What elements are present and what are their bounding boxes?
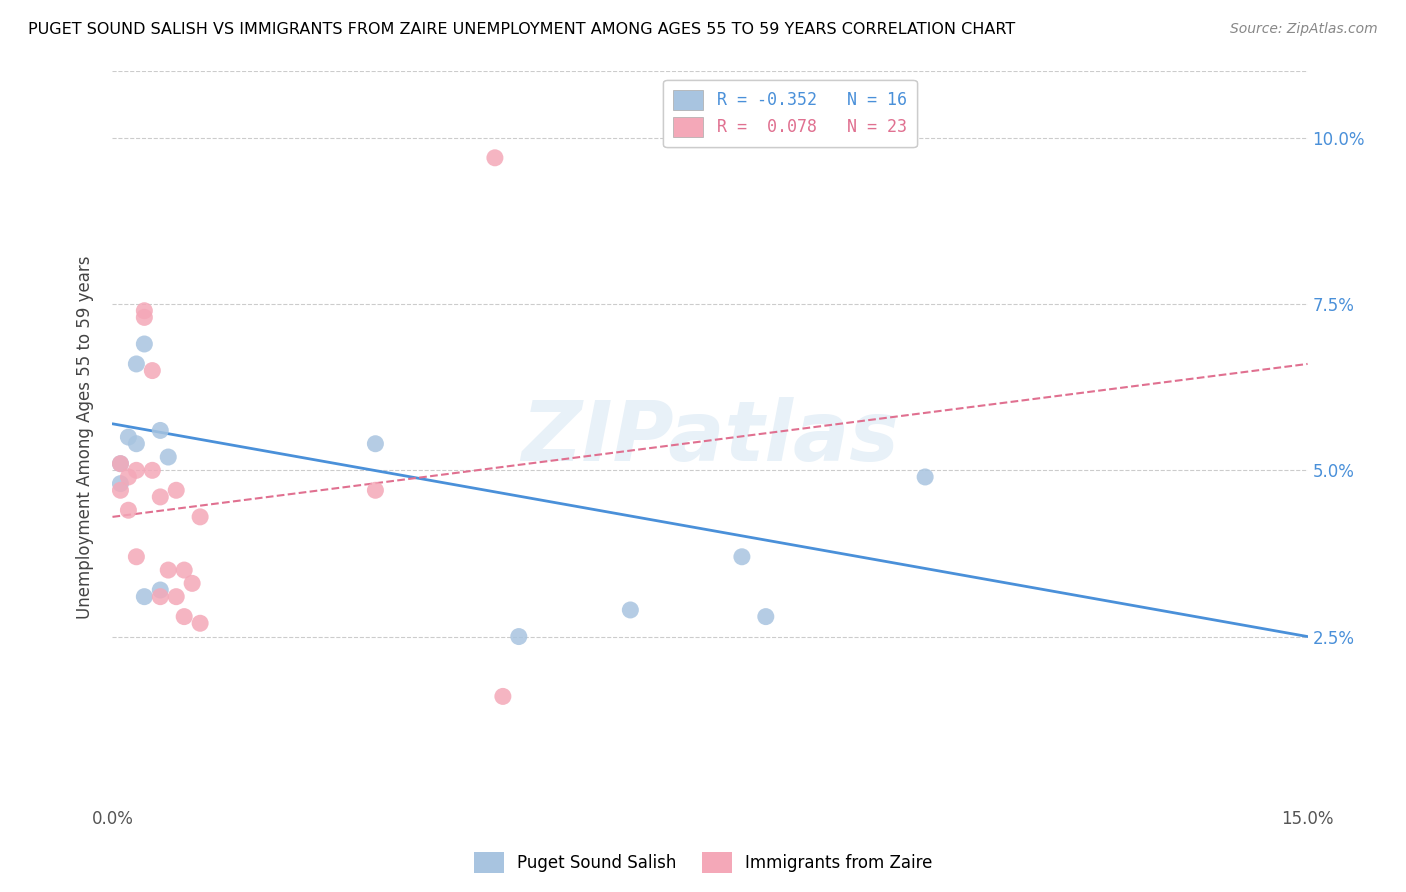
Point	[110, 457, 132, 471]
Y-axis label: Unemployment Among Ages 55 to 59 years: Unemployment Among Ages 55 to 59 years	[76, 255, 94, 619]
Point	[165, 483, 187, 498]
Point	[755, 609, 778, 624]
Point	[731, 549, 754, 564]
Point	[125, 463, 148, 477]
Point	[492, 690, 515, 704]
Point	[181, 576, 204, 591]
Point	[110, 483, 132, 498]
Point	[110, 457, 132, 471]
Legend: R = -0.352   N = 16, R =  0.078   N = 23: R = -0.352 N = 16, R = 0.078 N = 23	[664, 79, 917, 147]
Point	[188, 509, 211, 524]
Point	[125, 357, 148, 371]
Point	[173, 563, 195, 577]
Point	[125, 549, 148, 564]
Point	[149, 582, 172, 597]
Point	[141, 463, 163, 477]
Point	[134, 303, 156, 318]
Point	[173, 609, 195, 624]
Point	[165, 590, 187, 604]
Point	[364, 436, 387, 450]
Text: ZIPatlas: ZIPatlas	[522, 397, 898, 477]
Point	[149, 590, 172, 604]
Point	[117, 503, 139, 517]
Point	[484, 151, 506, 165]
Point	[157, 563, 180, 577]
Point	[188, 616, 211, 631]
Text: Source: ZipAtlas.com: Source: ZipAtlas.com	[1230, 22, 1378, 37]
Point	[149, 424, 172, 438]
Point	[364, 483, 387, 498]
Point	[125, 436, 148, 450]
Text: PUGET SOUND SALISH VS IMMIGRANTS FROM ZAIRE UNEMPLOYMENT AMONG AGES 55 TO 59 YEA: PUGET SOUND SALISH VS IMMIGRANTS FROM ZA…	[28, 22, 1015, 37]
Point	[619, 603, 641, 617]
Point	[508, 630, 530, 644]
Point	[110, 476, 132, 491]
Point	[134, 310, 156, 325]
Point	[117, 470, 139, 484]
Point	[141, 363, 163, 377]
Point	[134, 590, 156, 604]
Legend: Puget Sound Salish, Immigrants from Zaire: Puget Sound Salish, Immigrants from Zair…	[467, 846, 939, 880]
Point	[157, 450, 180, 464]
Point	[134, 337, 156, 351]
Point	[149, 490, 172, 504]
Point	[117, 430, 139, 444]
Point	[914, 470, 936, 484]
